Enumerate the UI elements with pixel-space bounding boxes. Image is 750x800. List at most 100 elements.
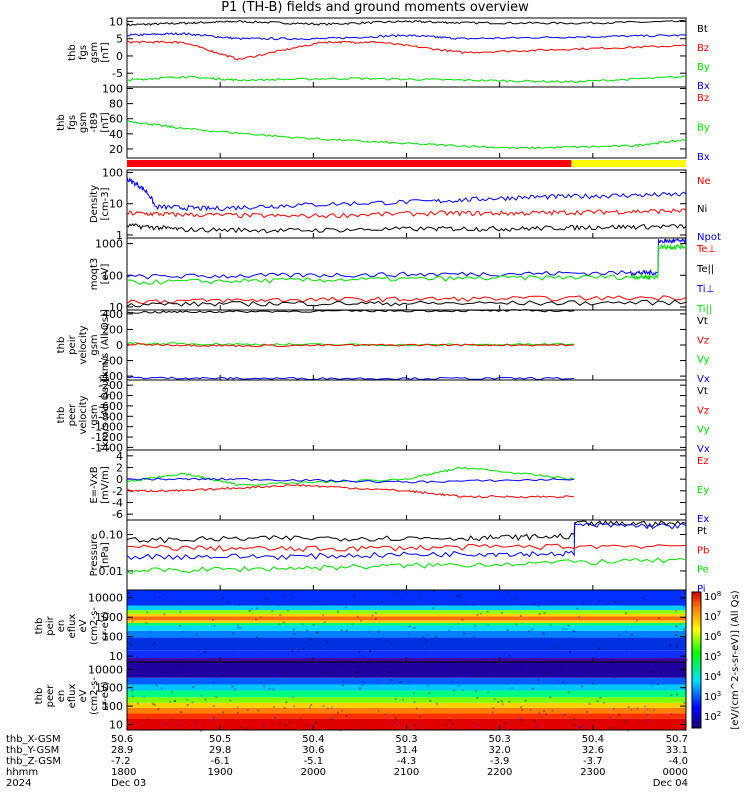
spectrogram-band [127,690,686,698]
x-row-value: -5.1 [304,756,324,767]
series-line-red [126,342,575,348]
spectrogram-speckle [549,696,552,699]
spectrogram-speckle [131,689,134,692]
spectrogram-speckle [255,653,258,656]
spectrogram-speckle [409,680,412,683]
spectrogram-speckle [131,620,134,623]
spectrogram-speckle [147,718,150,721]
spectrogram-speckle [449,727,452,730]
y-axis-label: E=-VxB [89,466,100,503]
spectrogram-speckle [130,643,133,646]
panel-peerv: -200-400-600-800-1000-1200-1400 thb peer ve… [56,379,710,455]
spectrogram-speckle [355,671,358,674]
spectrogram-speckle [383,713,386,716]
y-tick-label: 2 [116,462,123,475]
spectrogram-speckle [212,681,215,684]
spectrogram-speckle [177,640,180,643]
spectrogram-speckle [355,676,358,679]
spectrogram-speckle [418,597,421,600]
legend-entry: Vt [697,386,708,397]
y-axis-label: (cm2-s- [89,607,100,645]
spectrogram-band [127,637,686,651]
spectrogram-speckle [251,651,254,654]
y-axis-label: thb [56,114,67,131]
spectrogram-speckle [582,602,585,605]
spectrogram-speckle [508,700,511,703]
spectrogram-speckle [326,640,329,643]
spectrogram-band [127,630,686,638]
spectrogram-speckle [282,621,285,624]
spectrogram-speckle [430,592,433,595]
y-tick-label: -400 [98,390,123,403]
y-tick-label: 400 [102,308,123,321]
spectrogram-speckle [618,633,621,636]
spectrogram-speckle [511,687,514,690]
spectrogram-speckle [582,724,585,727]
spectrogram-speckle [237,626,240,629]
legend-entry: Npot [697,232,721,243]
spectrogram-speckle [312,623,315,626]
spectrogram-speckle [200,729,203,732]
spectrogram-speckle [669,644,672,647]
spectrogram-speckle [341,670,344,673]
spectrogram-speckle [457,684,460,687]
spectrogram-speckle [502,727,505,730]
spectrogram-speckle [137,702,140,705]
spectrogram-speckle [525,666,528,669]
spectrogram-speckle [493,698,496,701]
legend-entry: By [697,123,710,134]
series-line-green [126,341,575,347]
spectrogram-speckle [285,701,288,704]
spectrogram-speckle [567,691,570,694]
spectrogram-band [127,610,686,614]
figure-title: P1 (TH-B) fields and ground moments over… [221,0,529,15]
y-tick-label: 10 [109,650,123,663]
spectrogram-speckle [458,595,461,598]
y-axis-label: eV [78,619,89,632]
legend-entry: Te|| [696,264,714,275]
spectrogram-speckle [413,724,416,727]
spectrogram-speckle [676,693,679,696]
spectrogram-speckle [506,656,509,659]
spectrogram-speckle [293,705,296,708]
spectrogram-speckle [393,721,396,724]
spectrogram-speckle [405,592,408,595]
x-row-value: 2300 [580,767,605,778]
y-tick-label: 1000 [95,682,123,695]
spectrogram-speckle [180,711,183,714]
spectrogram-speckle [345,715,348,718]
spectrogram-speckle [414,596,417,599]
y-tick-label: -200 [98,355,123,368]
spectrogram-speckle [573,630,576,633]
spectrogram-speckle [268,688,271,691]
spectrogram-speckle [229,699,232,702]
spectrogram-speckle [531,628,534,631]
legend-entry: Vy [697,355,710,366]
spectrogram-speckle [176,724,179,727]
spectrogram-speckle [340,709,343,712]
panel-frame [126,379,687,451]
spectrogram-speckle [163,613,166,616]
spectrogram-speckle [683,642,686,645]
y-tick-label: 60 [109,113,123,126]
spectrogram-speckle [456,595,459,598]
spectrogram-speckle [371,614,374,617]
spectrogram-speckle [433,590,436,593]
spectrogram-speckle [625,612,628,615]
spectrogram-speckle [513,597,516,600]
y-tick-label: 10 [109,301,123,314]
spectrogram-speckle [265,597,268,600]
spectrogram-speckle [391,672,394,675]
spectrogram-speckle [374,611,377,614]
spectrogram-band [127,616,686,621]
spectrogram-speckle [377,630,380,633]
spectrogram-speckle [234,688,237,691]
spectrogram-speckle [651,669,654,672]
spectrogram-speckle [182,664,185,667]
spectrogram-speckle [572,630,575,633]
spectrogram-speckle [425,640,428,643]
spectrogram-speckle [529,708,532,711]
spectrogram-speckle [413,692,416,695]
spectrogram-speckle [200,694,203,697]
colorbar [691,591,702,729]
